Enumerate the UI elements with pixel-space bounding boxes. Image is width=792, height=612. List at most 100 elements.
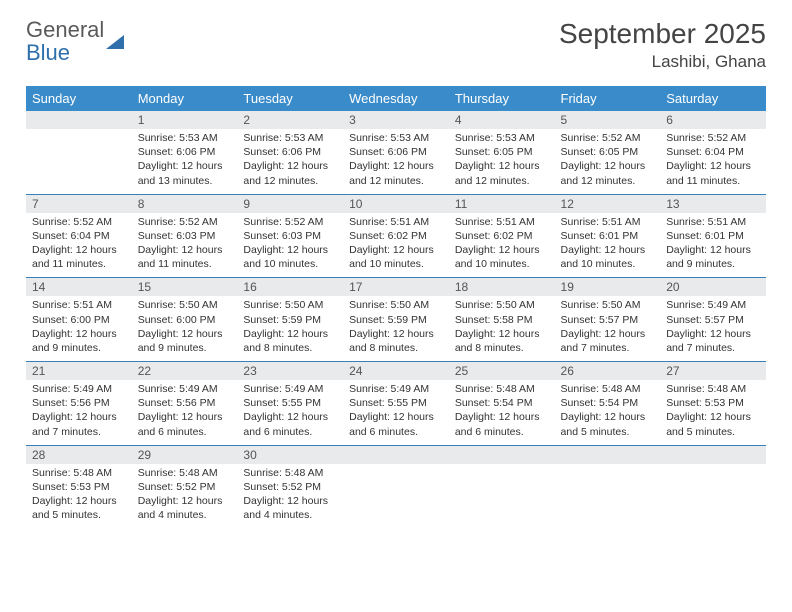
day-number-cell: 29	[132, 445, 238, 464]
day-number-cell: 19	[555, 278, 661, 297]
day-body-cell	[660, 464, 766, 529]
day-details: Sunrise: 5:50 AMSunset: 5:59 PMDaylight:…	[237, 296, 343, 361]
day-number: 14	[26, 278, 132, 296]
day-body-cell	[555, 464, 661, 529]
day-number: 21	[26, 362, 132, 380]
day-details: Sunrise: 5:52 AMSunset: 6:03 PMDaylight:…	[237, 213, 343, 278]
day-body-cell: Sunrise: 5:50 AMSunset: 6:00 PMDaylight:…	[132, 296, 238, 361]
day-number-cell: 4	[449, 111, 555, 129]
day-number-cell	[26, 111, 132, 129]
day-details: Sunrise: 5:48 AMSunset: 5:53 PMDaylight:…	[660, 380, 766, 445]
day-number-cell: 5	[555, 111, 661, 129]
day-details: Sunrise: 5:53 AMSunset: 6:06 PMDaylight:…	[132, 129, 238, 194]
day-number: 17	[343, 278, 449, 296]
day-number: 23	[237, 362, 343, 380]
day-details: Sunrise: 5:51 AMSunset: 6:02 PMDaylight:…	[343, 213, 449, 278]
day-number-empty	[26, 111, 132, 129]
day-number-cell: 1	[132, 111, 238, 129]
day-number: 11	[449, 195, 555, 213]
day-details: Sunrise: 5:53 AMSunset: 6:05 PMDaylight:…	[449, 129, 555, 194]
day-details: Sunrise: 5:52 AMSunset: 6:05 PMDaylight:…	[555, 129, 661, 194]
day-number: 15	[132, 278, 238, 296]
day-number: 29	[132, 446, 238, 464]
logo: General Blue	[26, 18, 124, 64]
day-number: 19	[555, 278, 661, 296]
day-details: Sunrise: 5:50 AMSunset: 5:57 PMDaylight:…	[555, 296, 661, 361]
day-body-cell: Sunrise: 5:50 AMSunset: 5:58 PMDaylight:…	[449, 296, 555, 361]
day-number: 20	[660, 278, 766, 296]
location-label: Lashibi, Ghana	[559, 52, 766, 72]
day-body-cell: Sunrise: 5:50 AMSunset: 5:59 PMDaylight:…	[343, 296, 449, 361]
day-number-cell: 12	[555, 194, 661, 213]
day-details: Sunrise: 5:49 AMSunset: 5:56 PMDaylight:…	[26, 380, 132, 445]
weekday-header: Thursday	[449, 86, 555, 111]
day-number: 24	[343, 362, 449, 380]
day-body-cell: Sunrise: 5:48 AMSunset: 5:52 PMDaylight:…	[132, 464, 238, 529]
day-body-cell: Sunrise: 5:49 AMSunset: 5:56 PMDaylight:…	[26, 380, 132, 445]
day-number: 16	[237, 278, 343, 296]
day-number-cell	[660, 445, 766, 464]
day-body-cell: Sunrise: 5:49 AMSunset: 5:56 PMDaylight:…	[132, 380, 238, 445]
day-body-cell: Sunrise: 5:51 AMSunset: 6:00 PMDaylight:…	[26, 296, 132, 361]
day-details: Sunrise: 5:49 AMSunset: 5:57 PMDaylight:…	[660, 296, 766, 361]
day-number-cell: 27	[660, 362, 766, 381]
day-number-cell: 28	[26, 445, 132, 464]
day-number: 27	[660, 362, 766, 380]
day-number-cell: 16	[237, 278, 343, 297]
day-body-cell: Sunrise: 5:48 AMSunset: 5:54 PMDaylight:…	[555, 380, 661, 445]
weekday-header: Tuesday	[237, 86, 343, 111]
day-number-cell: 20	[660, 278, 766, 297]
day-number: 3	[343, 111, 449, 129]
day-number-cell: 15	[132, 278, 238, 297]
day-body-cell: Sunrise: 5:51 AMSunset: 6:01 PMDaylight:…	[555, 213, 661, 278]
day-body-cell: Sunrise: 5:52 AMSunset: 6:03 PMDaylight:…	[132, 213, 238, 278]
day-number: 26	[555, 362, 661, 380]
day-number: 9	[237, 195, 343, 213]
day-number-cell: 2	[237, 111, 343, 129]
day-details: Sunrise: 5:48 AMSunset: 5:54 PMDaylight:…	[449, 380, 555, 445]
day-number-cell: 10	[343, 194, 449, 213]
day-body-cell: Sunrise: 5:49 AMSunset: 5:57 PMDaylight:…	[660, 296, 766, 361]
logo-line1: General	[26, 17, 104, 42]
day-number-cell: 17	[343, 278, 449, 297]
day-number-cell: 23	[237, 362, 343, 381]
day-details: Sunrise: 5:48 AMSunset: 5:52 PMDaylight:…	[237, 464, 343, 529]
day-body-cell: Sunrise: 5:52 AMSunset: 6:04 PMDaylight:…	[26, 213, 132, 278]
day-body-cell	[26, 129, 132, 194]
day-number-empty	[449, 446, 555, 464]
day-number-empty	[343, 446, 449, 464]
day-body-cell: Sunrise: 5:53 AMSunset: 6:06 PMDaylight:…	[132, 129, 238, 194]
weekday-header: Monday	[132, 86, 238, 111]
day-body-cell: Sunrise: 5:52 AMSunset: 6:04 PMDaylight:…	[660, 129, 766, 194]
day-details: Sunrise: 5:48 AMSunset: 5:52 PMDaylight:…	[132, 464, 238, 529]
page-title: September 2025	[559, 18, 766, 50]
day-details: Sunrise: 5:49 AMSunset: 5:56 PMDaylight:…	[132, 380, 238, 445]
title-block: September 2025 Lashibi, Ghana	[559, 18, 766, 72]
day-details: Sunrise: 5:53 AMSunset: 6:06 PMDaylight:…	[237, 129, 343, 194]
day-number: 5	[555, 111, 661, 129]
day-number-cell: 18	[449, 278, 555, 297]
day-number: 2	[237, 111, 343, 129]
day-details: Sunrise: 5:52 AMSunset: 6:03 PMDaylight:…	[132, 213, 238, 278]
weekday-header: Sunday	[26, 86, 132, 111]
day-number: 7	[26, 195, 132, 213]
day-number-cell	[343, 445, 449, 464]
day-number: 30	[237, 446, 343, 464]
day-number-cell: 7	[26, 194, 132, 213]
day-body-cell: Sunrise: 5:51 AMSunset: 6:01 PMDaylight:…	[660, 213, 766, 278]
day-number: 10	[343, 195, 449, 213]
day-body-cell: Sunrise: 5:51 AMSunset: 6:02 PMDaylight:…	[449, 213, 555, 278]
day-number-cell: 26	[555, 362, 661, 381]
day-body-cell: Sunrise: 5:53 AMSunset: 6:06 PMDaylight:…	[343, 129, 449, 194]
day-body-cell: Sunrise: 5:52 AMSunset: 6:03 PMDaylight:…	[237, 213, 343, 278]
day-number-cell: 3	[343, 111, 449, 129]
day-number: 8	[132, 195, 238, 213]
day-body-cell: Sunrise: 5:48 AMSunset: 5:53 PMDaylight:…	[660, 380, 766, 445]
day-number-cell	[555, 445, 661, 464]
day-number: 12	[555, 195, 661, 213]
day-number: 6	[660, 111, 766, 129]
day-details: Sunrise: 5:52 AMSunset: 6:04 PMDaylight:…	[26, 213, 132, 278]
day-number-cell	[449, 445, 555, 464]
day-number-empty	[660, 446, 766, 464]
day-number-cell: 21	[26, 362, 132, 381]
